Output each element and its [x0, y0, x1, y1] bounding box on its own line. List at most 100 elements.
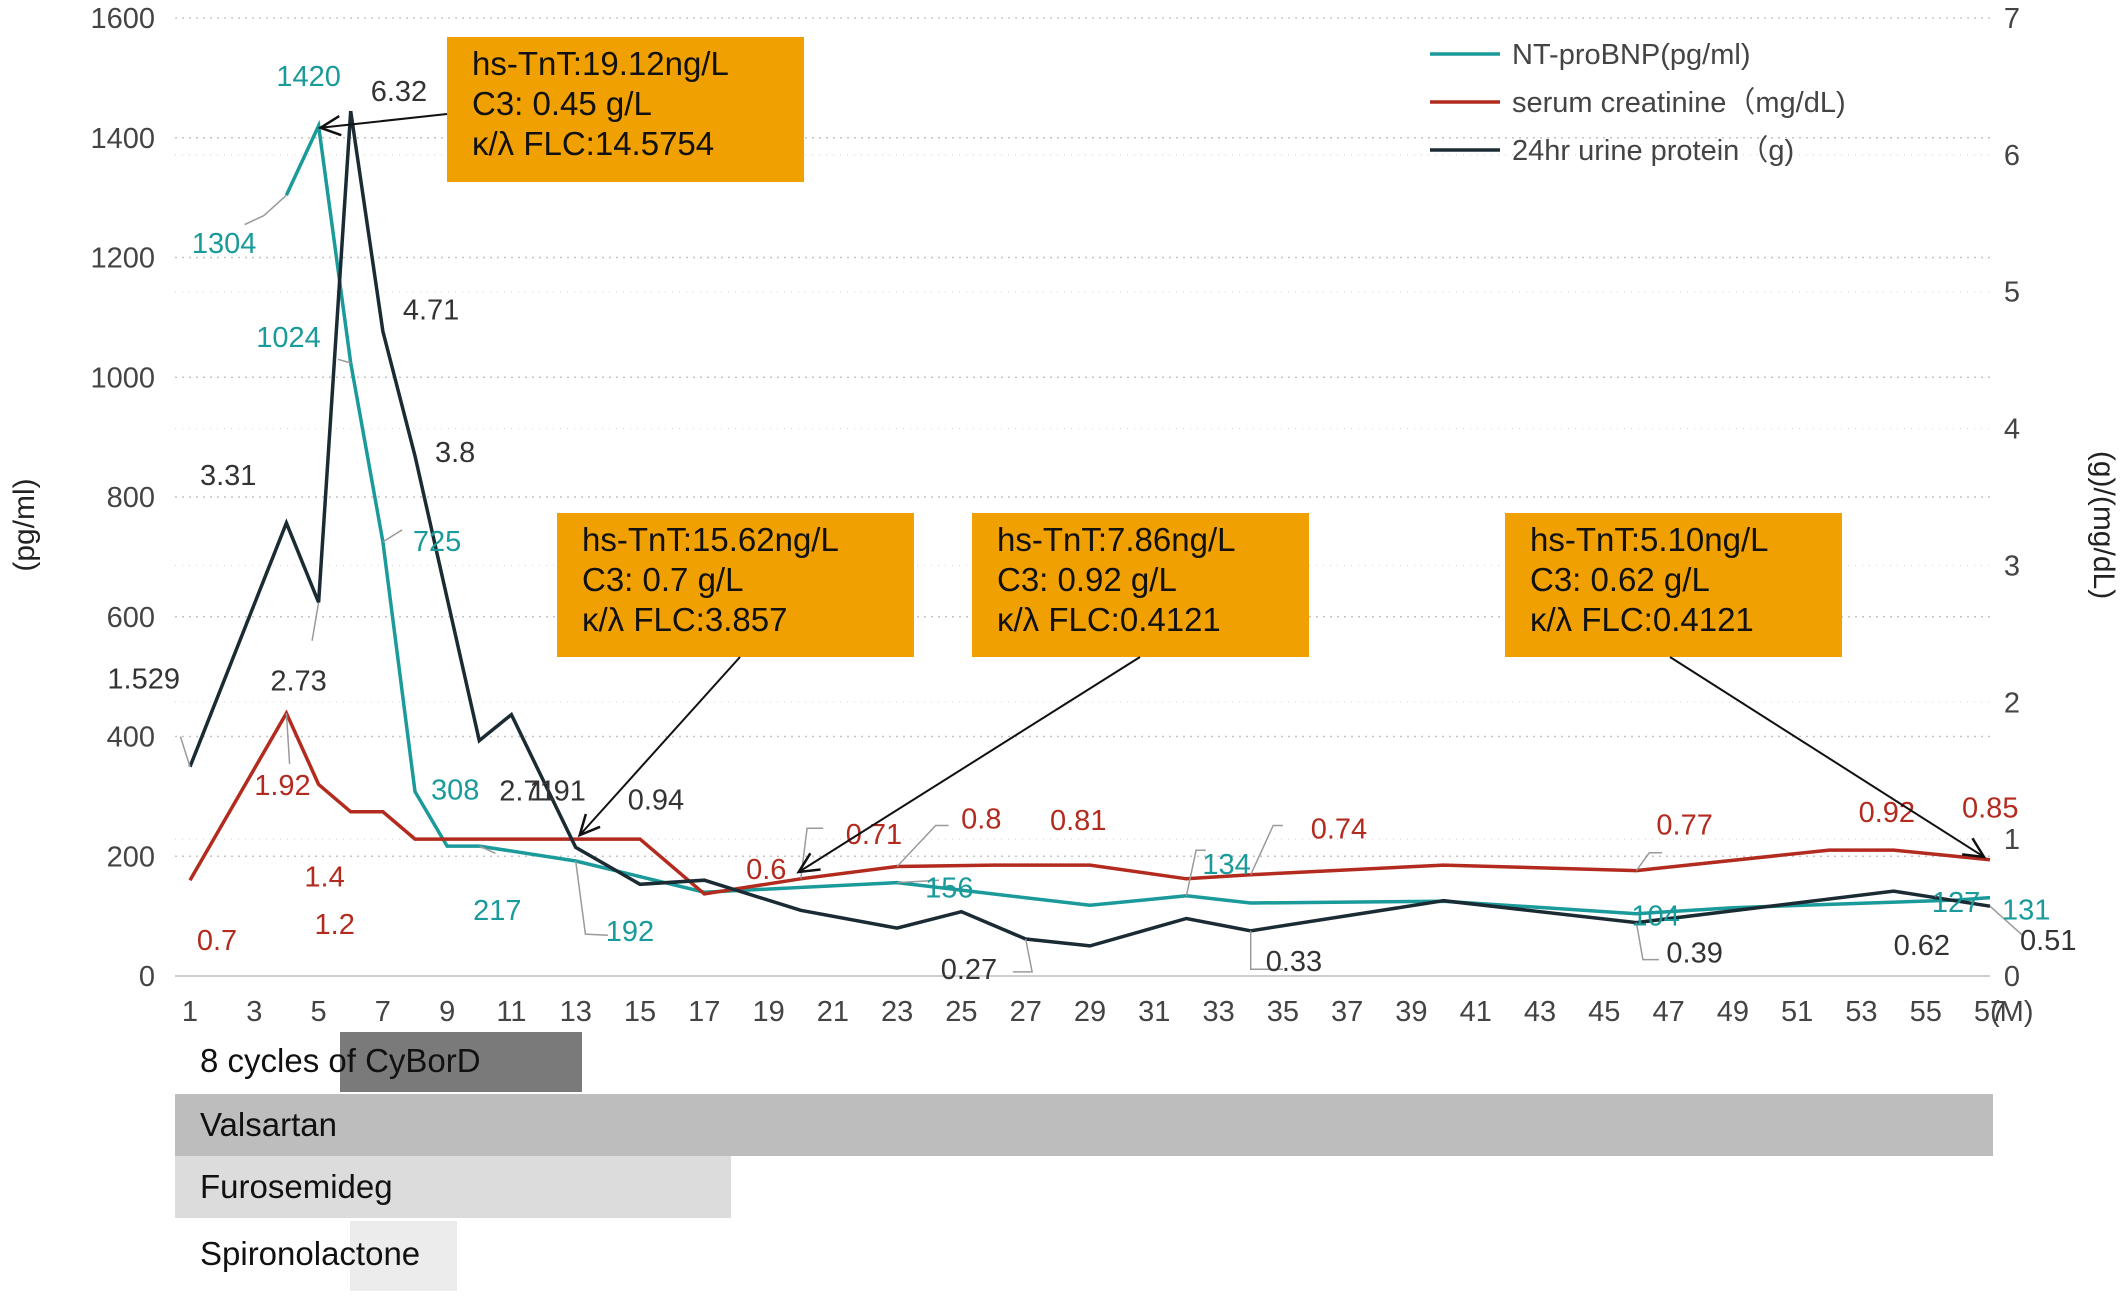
data-label: 2.73: [270, 665, 326, 697]
series-lines: [188, 110, 1991, 948]
data-label: 0.74: [1311, 814, 1367, 846]
leader-line: [285, 713, 291, 764]
data-label: 0.94: [628, 784, 684, 816]
leader-line: [896, 824, 949, 868]
y-right-tick-label: 7: [2004, 3, 2020, 35]
leader-line: [478, 845, 496, 854]
therapy-label-valsartan: Valsartan: [200, 1106, 337, 1143]
data-label: 0.62: [1894, 930, 1950, 962]
data-label: 725: [413, 526, 461, 558]
x-tick-label: 29: [1074, 996, 1106, 1028]
x-tick-label: 13: [560, 996, 592, 1028]
y-left-tick-label: 400: [107, 722, 155, 754]
y-right-tick-label: 1: [2004, 824, 2020, 856]
data-label: 1.529: [107, 664, 180, 696]
data-label: 0.81: [1050, 805, 1106, 837]
annotation-arrow-line: [320, 113, 448, 129]
data-label: 4.71: [403, 294, 459, 326]
y-right-tick-label: 4: [2004, 414, 2020, 446]
x-tick-label: 35: [1267, 996, 1299, 1028]
data-label: 3.31: [200, 460, 256, 492]
annotation-box: [447, 37, 804, 182]
leader-line: [1989, 905, 2023, 936]
data-label: 0.6: [746, 854, 786, 886]
annotation-arrow-line: [1669, 656, 1985, 858]
therapy-bar-spironolactone: [350, 1221, 457, 1291]
annotation-arrow-head: [577, 813, 601, 838]
data-label: 0.8: [961, 804, 1001, 836]
data-label: 131: [2002, 895, 2050, 927]
series-line-1: [188, 709, 1991, 896]
annotation-arrow-head: [1962, 837, 1987, 859]
x-tick-label: 57: [1974, 996, 2006, 1028]
y-right-tick-label: 5: [2004, 277, 2020, 309]
x-tick-label: 23: [881, 996, 913, 1028]
data-label: 2.71: [499, 776, 555, 808]
y-right-tick-label: 6: [2004, 140, 2020, 172]
data-label: 0.7: [197, 925, 237, 957]
x-tick-label: 19: [752, 996, 784, 1028]
x-tick-label: 45: [1588, 996, 1620, 1028]
data-label: 1.2: [315, 909, 355, 941]
data-label: 0.39: [1666, 938, 1722, 970]
data-label: 308: [431, 775, 479, 807]
x-tick-label: 43: [1524, 996, 1556, 1028]
x-tick-label: 31: [1138, 996, 1170, 1028]
annotation-box: [557, 513, 914, 657]
series-line-2: [188, 110, 1991, 948]
data-label: 0.85: [1962, 793, 2018, 825]
data-label: 1.4: [304, 861, 344, 893]
data-label: 127: [1932, 887, 1980, 919]
leader-line: [897, 879, 939, 884]
annotations: hs-TnT:19.12ng/LC3: 0.45 g/Lκ/λ FLC:14.5…: [317, 37, 1987, 874]
annotation-text: κ/λ FLC:0.4121: [1530, 601, 1754, 638]
y-left-tick-label: 1200: [90, 243, 155, 275]
x-tick-label: 39: [1395, 996, 1427, 1028]
data-label: 156: [925, 873, 973, 905]
data-label: 0.33: [1266, 946, 1322, 978]
annotation-text: C3: 0.45 g/L: [472, 85, 652, 122]
therapy-bar-valsartan: [175, 1094, 1993, 1156]
therapy-bar-cybord: [340, 1032, 582, 1092]
data-label: 1.92: [254, 770, 310, 802]
annotation-arrow-line: [798, 656, 1141, 873]
annotation-box: [972, 513, 1309, 657]
annotation-text: hs-TnT:7.86ng/L: [997, 521, 1235, 558]
label-leaders: [179, 194, 2023, 973]
x-tick-label: 25: [945, 996, 977, 1028]
annotation-text: C3: 0.62 g/L: [1530, 561, 1710, 598]
x-axis-unit: (M): [1990, 996, 2033, 1028]
leader-line: [1635, 852, 1663, 872]
data-label: 104: [1631, 901, 1679, 933]
x-tick-label: 49: [1717, 996, 1749, 1028]
data-label: 6.32: [371, 76, 427, 108]
x-tick-label: 33: [1202, 996, 1234, 1028]
annotation-text: κ/λ FLC:14.5754: [472, 125, 714, 162]
legend-label: NT-proBNP(pg/ml): [1512, 39, 1751, 71]
annotation-text: C3: 0.7 g/L: [582, 561, 743, 598]
y-left-tick-label: 800: [107, 482, 155, 514]
annotation-text: hs-TnT:15.62ng/L: [582, 521, 839, 558]
data-label: 3.8: [435, 437, 475, 469]
data-label: 0.51: [2020, 925, 2076, 957]
y-left-tick-label: 600: [107, 602, 155, 634]
x-tick-label: 9: [439, 996, 455, 1028]
annotation-text: hs-TnT:19.12ng/L: [472, 45, 729, 82]
x-tick-label: 3: [246, 996, 262, 1028]
x-tick-label: 21: [817, 996, 849, 1028]
series-line-0: [284, 119, 1991, 916]
x-tick-label: 17: [688, 996, 720, 1028]
data-label: 192: [606, 916, 654, 948]
legend: NT-proBNP(pg/ml) serum creatinine（mg/dL) 2…: [1430, 39, 1846, 167]
data-label: 134: [1202, 849, 1250, 881]
leader-line: [1635, 922, 1659, 961]
leader-line: [382, 529, 403, 543]
therapy-label-furosemide: Furosemideg: [200, 1168, 393, 1205]
y-right-tick-label: 3: [2004, 550, 2020, 582]
annotation-text: hs-TnT:5.10ng/L: [1530, 521, 1768, 558]
x-tick-label: 15: [624, 996, 656, 1028]
therapy-label-cybord: 8 cycles of CyBorD: [200, 1042, 481, 1079]
therapy-bar-furosemide: [175, 1156, 731, 1218]
leader-line: [799, 827, 824, 879]
